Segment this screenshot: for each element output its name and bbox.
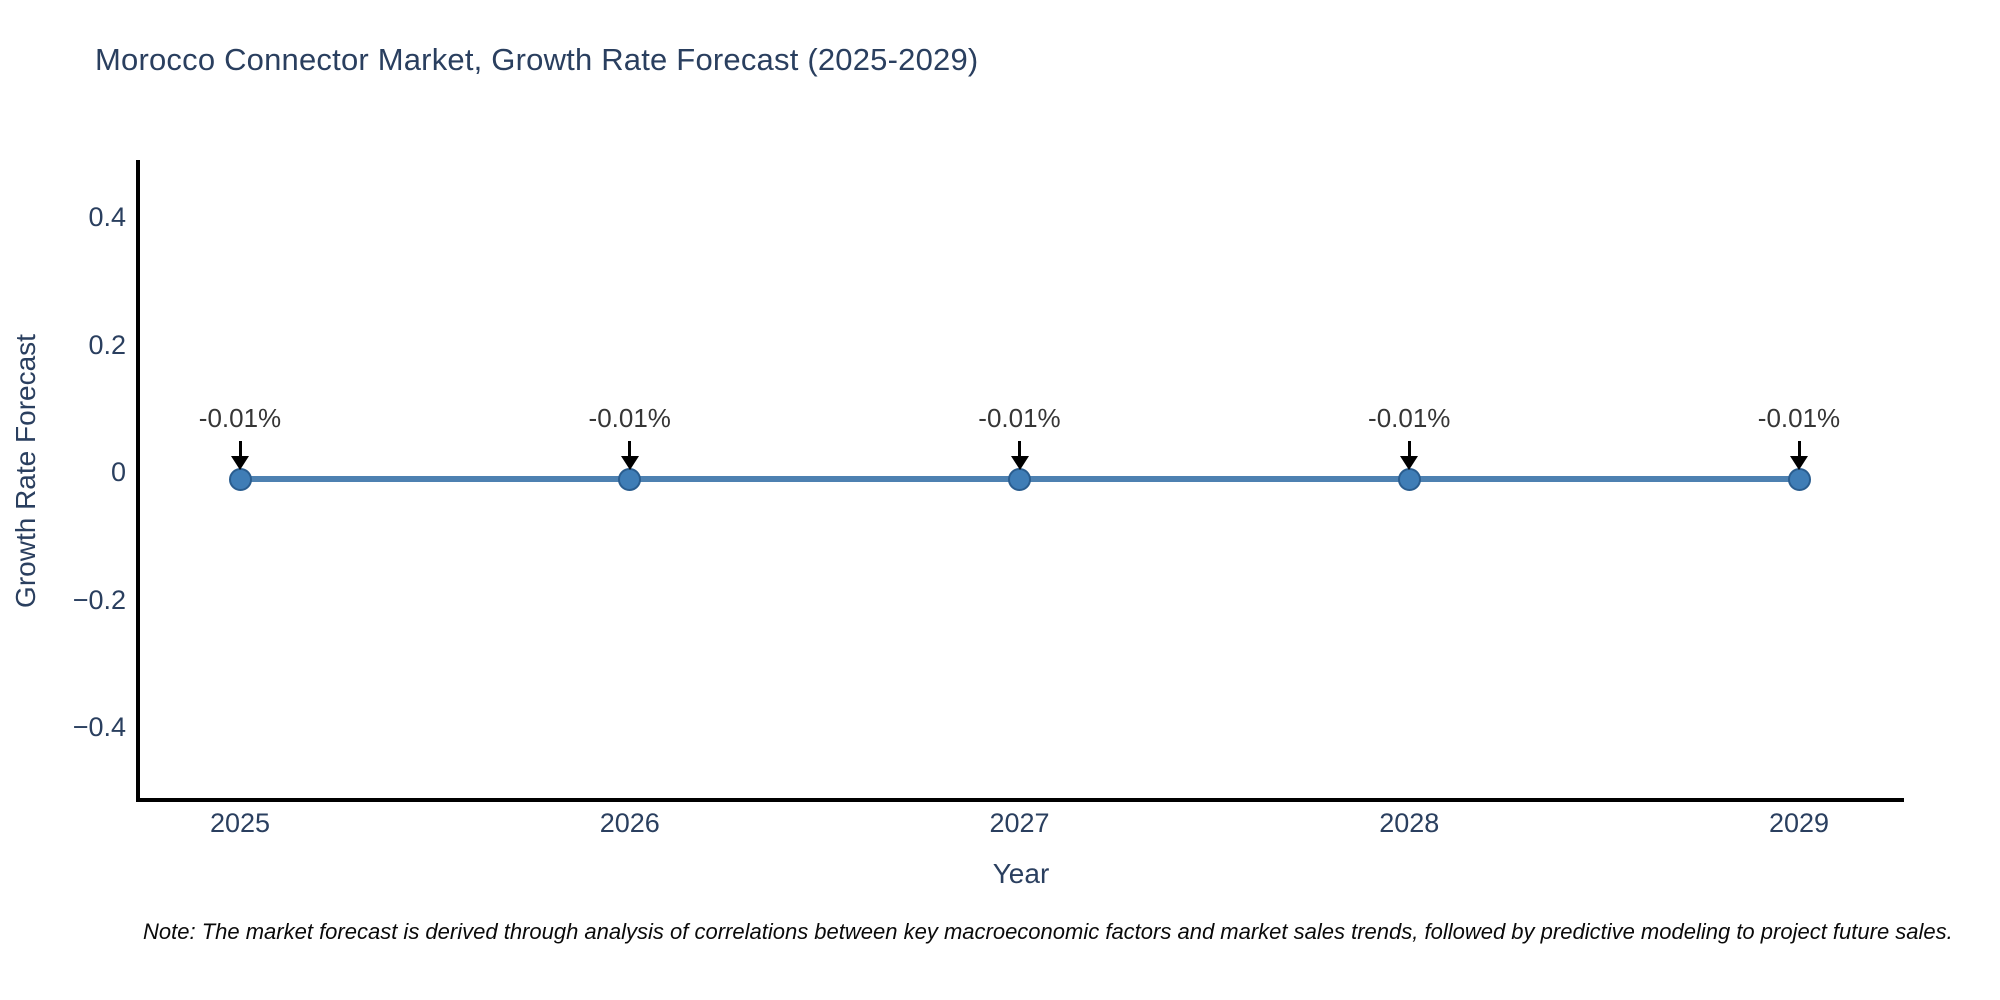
x-tick-label: 2028	[1379, 808, 1440, 838]
data-point-marker	[1787, 467, 1811, 491]
annotation-label: -0.01%	[198, 403, 282, 433]
data-point-marker	[1397, 467, 1421, 491]
annotation-arrow-shaft	[628, 441, 632, 459]
y-tick-label: 0.4	[88, 202, 126, 232]
x-tick-label: 2027	[989, 808, 1050, 838]
annotation-arrow-head	[620, 456, 639, 470]
annotation-arrow-head	[1400, 456, 1419, 470]
annotation-arrow-head	[231, 456, 249, 470]
annotation-label: -0.01%	[1368, 403, 1451, 433]
data-point-marker	[1008, 467, 1031, 491]
annotation-arrow-shaft	[238, 441, 242, 459]
annotation-arrow-head	[1790, 456, 1808, 470]
annotation-arrow-head	[1010, 456, 1029, 470]
x-tick-label: 2029	[1768, 808, 1830, 838]
annotation-label: -0.01%	[1757, 403, 1841, 433]
annotation-arrow-shaft	[1018, 441, 1021, 459]
y-tick-label: 0.2	[88, 329, 126, 360]
chart-title: Morocco Connector Market, Growth Rate Fo…	[95, 42, 979, 77]
annotation-arrow-shaft	[1797, 441, 1801, 459]
x-tick-label: 2025	[209, 808, 271, 838]
y-tick-label: −0.2	[72, 584, 126, 615]
annotation-label: -0.01%	[588, 403, 671, 433]
data-point-marker	[228, 467, 252, 491]
footnote: Note: The market forecast is derived thr…	[143, 919, 1953, 944]
annotation-label: -0.01%	[978, 403, 1061, 433]
x-tick-label: 2026	[599, 808, 660, 838]
y-tick-label: 0	[110, 457, 126, 487]
x-axis-title: Year	[992, 858, 1050, 889]
y-tick-label: −0.4	[72, 712, 126, 742]
data-point-marker	[618, 467, 642, 491]
annotation-arrow-shaft	[1407, 441, 1411, 459]
